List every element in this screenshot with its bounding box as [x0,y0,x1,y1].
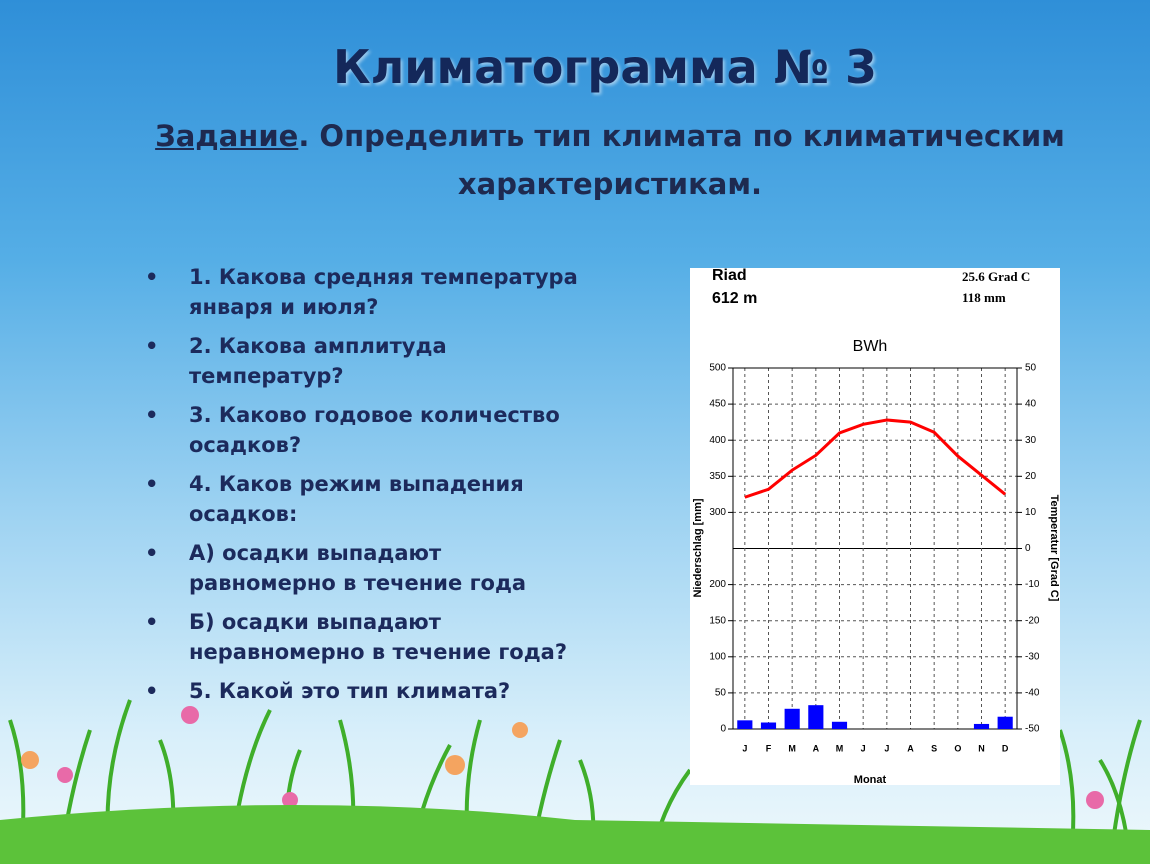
y-tick-label: 500 [709,363,726,374]
precipitation-bar [973,723,990,729]
x-tick-label: J [861,743,866,753]
y2-tick-label: -50 [1025,724,1040,735]
x-tick-label: A [813,743,820,753]
precipitation-bar [760,722,777,729]
y2-tick-label: -30 [1025,651,1040,662]
y-tick-label: 0 [720,724,726,735]
precipitation-bar [784,708,800,729]
y2-tick-label: 20 [1025,471,1037,482]
task-text: . Определить тип климата по климатически… [298,119,1065,201]
task: Задание. Определить тип климата по клима… [120,112,1100,208]
temperature-line [744,418,1007,499]
precipitation-bar [997,716,1013,729]
title: Климатограмма № 3 [332,40,878,94]
x-tick-label: O [954,743,961,753]
y-tick-label: 200 [709,579,726,590]
question: 4. Каков режим выпадения осадков: [145,469,590,529]
precipitation-bar [737,720,753,729]
y2-axis-label: Temperatur [Grad C] [1048,495,1060,602]
annual-precipitation: 118 mm [962,290,1006,305]
x-tick-label: A [907,743,914,753]
y2-tick-label: 30 [1025,435,1037,446]
x-tick-label: M [788,743,796,753]
y-tick-label: 300 [709,507,726,518]
y-axis-label: Niederschlag [mm] [692,498,704,597]
y-tick-label: 400 [709,435,726,446]
precipitation-bar [831,721,848,729]
question: Б) осадки выпадают неравномерно в течени… [145,607,590,667]
x-tick-label: M [836,743,844,753]
question: А) осадки выпадают равномерно в течение … [145,538,590,598]
y-tick-label: 100 [709,651,726,662]
chart-title: BWh [853,338,888,355]
question: 3. Каково годовое количество осадков? [145,400,590,460]
x-tick-label: J [884,743,889,753]
y2-tick-label: -40 [1025,688,1040,699]
x-tick-label: F [766,743,772,753]
x-tick-label: J [742,743,747,753]
x-axis-label: Monat [854,774,887,785]
x-tick-label: D [1002,743,1009,753]
x-tick-label: N [978,743,985,753]
precipitation-bar [808,705,824,729]
question-list: 1. Какова средняя температура января и и… [145,262,590,715]
y2-tick-label: 10 [1025,507,1037,518]
y2-tick-label: 40 [1025,399,1037,410]
station: Riad [712,268,747,284]
elevation: 612 m [712,290,757,307]
y2-tick-label: 0 [1025,543,1031,554]
question: 5. Какой это тип климата? [145,676,590,706]
y-tick-label: 450 [709,399,726,410]
y-tick-label: 350 [709,471,726,482]
x-tick-label: S [931,743,937,753]
y-tick-label: 150 [709,615,726,626]
chart: Riad 612 m 25.6 Grad C 118 mm BWh Monat … [690,268,1060,785]
question: 2. Какова амплитуда температур? [145,331,590,391]
y2-tick-label: 50 [1025,363,1037,374]
y2-tick-label: -20 [1025,615,1040,626]
mean-temperature: 25.6 Grad C [962,269,1030,284]
y2-tick-label: -10 [1025,579,1040,590]
task-label: Задание [155,119,299,153]
y-tick-label: 50 [715,688,727,699]
question: 1. Какова средняя температура января и и… [145,262,590,322]
